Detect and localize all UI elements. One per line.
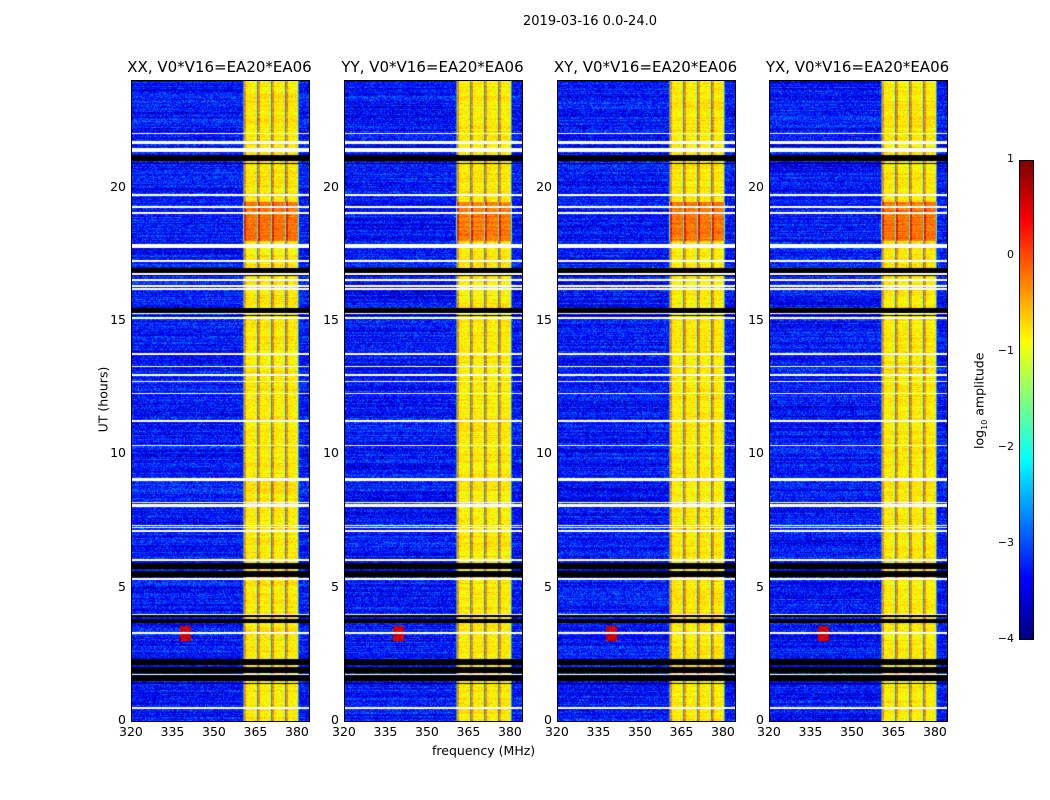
panel-title: YX, V0*V16=EA20*EA06 xyxy=(765,58,950,76)
colorbar xyxy=(1019,160,1034,640)
x-tick-label: 320 xyxy=(332,724,356,739)
x-tick-label: 335 xyxy=(586,724,611,739)
x-tick-label: 350 xyxy=(415,724,439,739)
figure-title: 2019-03-16 0.0-24.0 xyxy=(523,14,657,29)
y-tick-label: 15 xyxy=(323,312,339,327)
x-tick-label: 380 xyxy=(711,724,735,739)
x-tick-label: 320 xyxy=(119,724,143,739)
x-tick-label: 365 xyxy=(669,724,694,739)
y-tick-label: 10 xyxy=(323,445,339,461)
x-tick-label: 365 xyxy=(456,724,481,739)
y-tick-label: 10 xyxy=(748,445,764,461)
x-tick-label: 380 xyxy=(498,724,522,739)
y-tick-label: 5 xyxy=(118,578,126,594)
x-tick-label: 320 xyxy=(545,724,569,739)
x-tick-label: 365 xyxy=(881,724,906,739)
y-tick-label: 0 xyxy=(544,712,552,727)
y-tick-label: 15 xyxy=(110,312,126,327)
y-tick-label: 10 xyxy=(110,445,126,461)
x-tick-label: 335 xyxy=(798,724,823,739)
y-axis-label: UT (hours) xyxy=(95,366,111,433)
y-tick-label: 20 xyxy=(748,178,764,194)
y-tick-label: 0 xyxy=(756,712,764,727)
colorbar-tick-label: 1 xyxy=(1007,152,1014,165)
waterfall-heatmap xyxy=(131,80,310,722)
panel-title: XX, V0*V16=EA20*EA06 xyxy=(127,58,312,76)
colorbar-tick-label: −2 xyxy=(997,440,1014,453)
y-tick-label: 5 xyxy=(756,578,764,594)
x-axis-label: frequency (MHz) xyxy=(432,743,536,758)
x-tick-label: 350 xyxy=(202,724,226,739)
x-tick-label: 380 xyxy=(285,724,309,739)
waterfall-heatmap xyxy=(557,80,736,722)
y-tick-label: 5 xyxy=(331,578,339,594)
x-tick-label: 350 xyxy=(840,724,864,739)
y-tick-label: 0 xyxy=(331,712,339,727)
colorbar-tick-label: −1 xyxy=(997,344,1014,357)
x-tick-label: 335 xyxy=(160,724,185,739)
y-tick-label: 20 xyxy=(323,178,339,194)
y-tick-label: 5 xyxy=(544,578,552,594)
x-tick-label: 365 xyxy=(243,724,268,739)
colorbar-tick-label: 0 xyxy=(1007,248,1014,261)
x-tick-label: 380 xyxy=(923,724,947,739)
colorbar-label: log10 amplitude xyxy=(971,352,989,449)
x-tick-label: 350 xyxy=(628,724,652,739)
y-tick-label: 15 xyxy=(748,312,764,327)
waterfall-heatmap xyxy=(769,80,948,722)
y-tick-label: 10 xyxy=(536,445,552,461)
panel-title: YY, V0*V16=EA20*EA06 xyxy=(341,58,524,76)
x-tick-label: 335 xyxy=(373,724,398,739)
y-tick-label: 0 xyxy=(118,712,126,727)
y-tick-label: 20 xyxy=(110,178,126,194)
panel-title: XY, V0*V16=EA20*EA06 xyxy=(553,58,738,76)
y-tick-label: 15 xyxy=(536,312,552,327)
colorbar-tick-label: −4 xyxy=(997,632,1014,645)
waterfall-heatmap xyxy=(344,80,523,722)
colorbar-tick-label: −3 xyxy=(997,536,1014,549)
x-tick-label: 320 xyxy=(757,724,781,739)
y-tick-label: 20 xyxy=(536,178,552,194)
